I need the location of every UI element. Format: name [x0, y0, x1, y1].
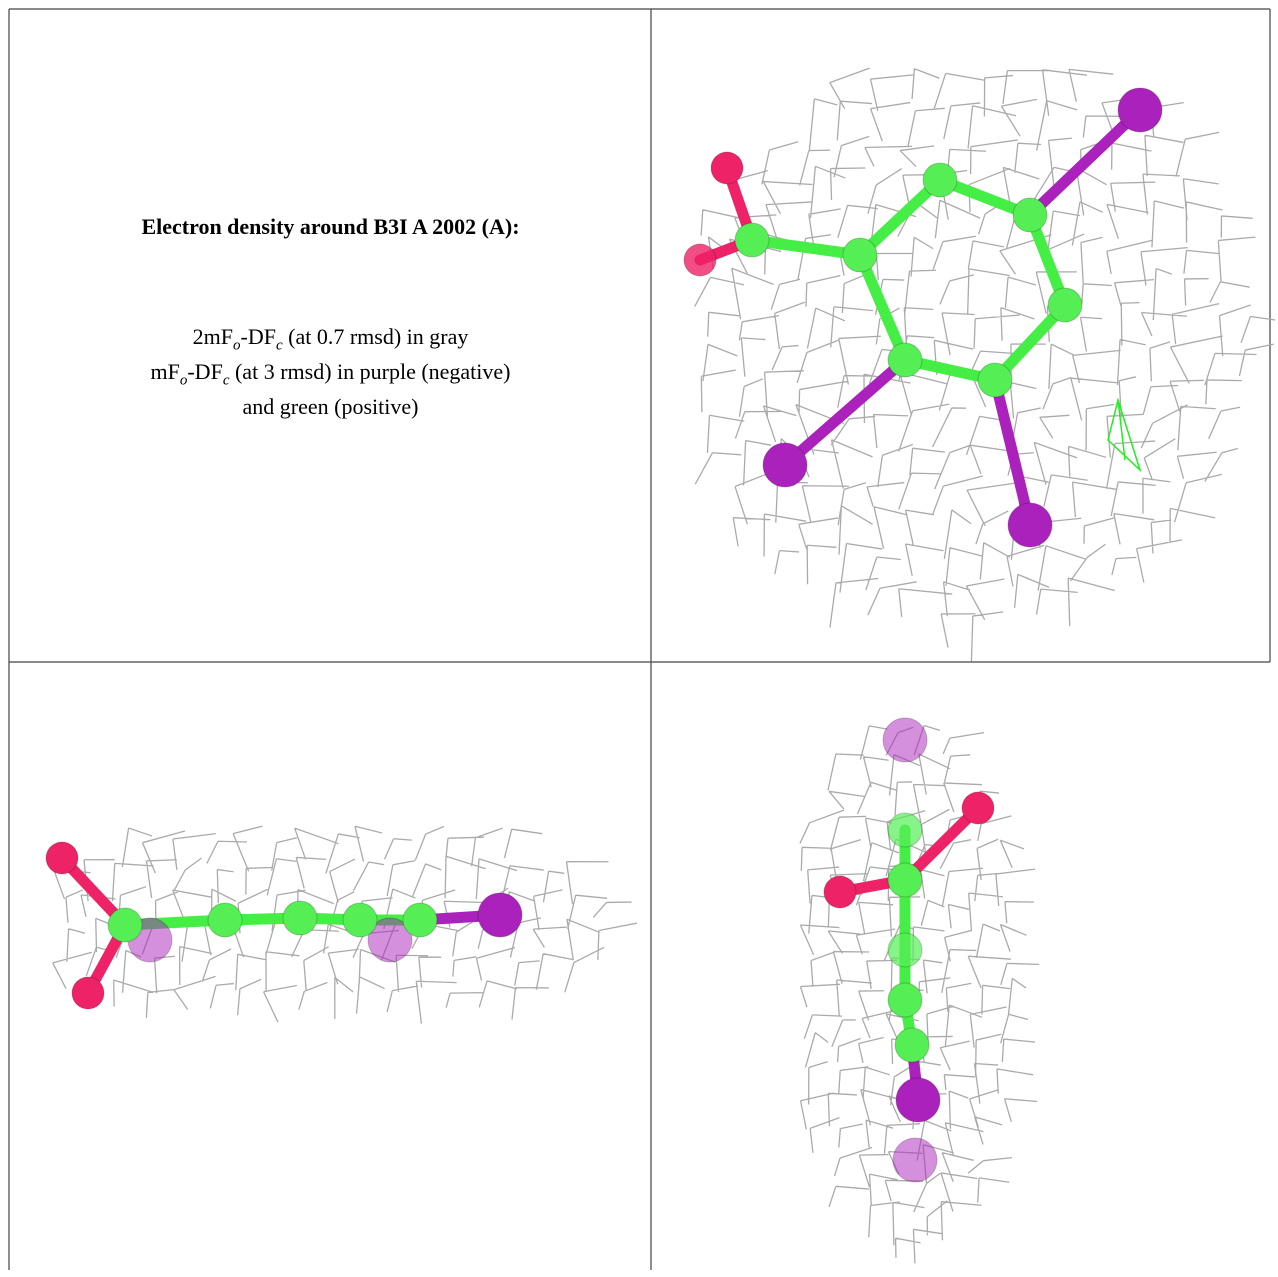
atom: [207, 902, 243, 938]
caption-line: and green (positive): [10, 394, 651, 420]
atom: [887, 342, 923, 378]
atom: [961, 791, 995, 825]
atom: [477, 892, 523, 938]
atom: [1047, 287, 1083, 323]
bond: [854, 249, 911, 366]
atom: [887, 932, 923, 968]
atom: [762, 442, 808, 488]
atom: [887, 812, 923, 848]
caption-text: o: [233, 337, 241, 354]
difference-density: [1107, 397, 1142, 473]
caption-cell: Electron density around B3I A 2002 (A): …: [10, 9, 651, 662]
atom: [282, 900, 318, 936]
caption-text: -DF: [240, 324, 276, 349]
caption-title: Electron density around B3I A 2002 (A):: [141, 214, 520, 239]
atom: [1117, 87, 1163, 133]
caption-text: c: [222, 372, 230, 389]
density-mesh: [694, 67, 1276, 662]
atom: [71, 976, 105, 1010]
bond: [989, 299, 1071, 386]
atom: [342, 902, 378, 938]
atom: [887, 982, 923, 1018]
atom: [107, 907, 143, 943]
atom: [892, 1137, 938, 1183]
caption-text: o: [179, 372, 188, 389]
atom: [683, 243, 717, 277]
atom: [710, 151, 744, 185]
atom: [1012, 197, 1048, 233]
atom: [842, 237, 878, 273]
caption-text: (at 3 rmsd) in purple (negative): [229, 359, 511, 384]
caption-text: -DF: [187, 359, 223, 384]
atom: [887, 862, 923, 898]
caption-text: mF: [150, 359, 180, 384]
atom: [895, 1077, 941, 1123]
atom: [922, 162, 958, 198]
atom: [45, 841, 79, 875]
caption-text: c: [275, 337, 283, 354]
bond: [854, 174, 946, 261]
caption-line: 2mFo-DFc (at 0.7 rmsd) in gray: [10, 324, 651, 354]
atom: [367, 917, 413, 963]
atom: [894, 1027, 930, 1063]
atom: [402, 902, 438, 938]
atom: [977, 362, 1013, 398]
caption-text: 2mF: [192, 324, 233, 349]
bond: [899, 802, 984, 886]
atom: [882, 717, 928, 763]
atom: [823, 875, 857, 909]
bond: [989, 374, 1036, 531]
density-mesh: [52, 825, 638, 1024]
bond: [779, 354, 911, 471]
atom: [1007, 502, 1053, 548]
caption-line: mFo-DFc (at 3 rmsd) in purple (negative): [10, 359, 651, 389]
caption-text: and green (positive): [242, 394, 419, 419]
bond: [746, 234, 866, 261]
table-borders: [8, 8, 1271, 1270]
atom: [734, 222, 770, 258]
caption-text: (at 0.7 rmsd) in gray: [282, 324, 469, 349]
bond: [1024, 104, 1146, 221]
